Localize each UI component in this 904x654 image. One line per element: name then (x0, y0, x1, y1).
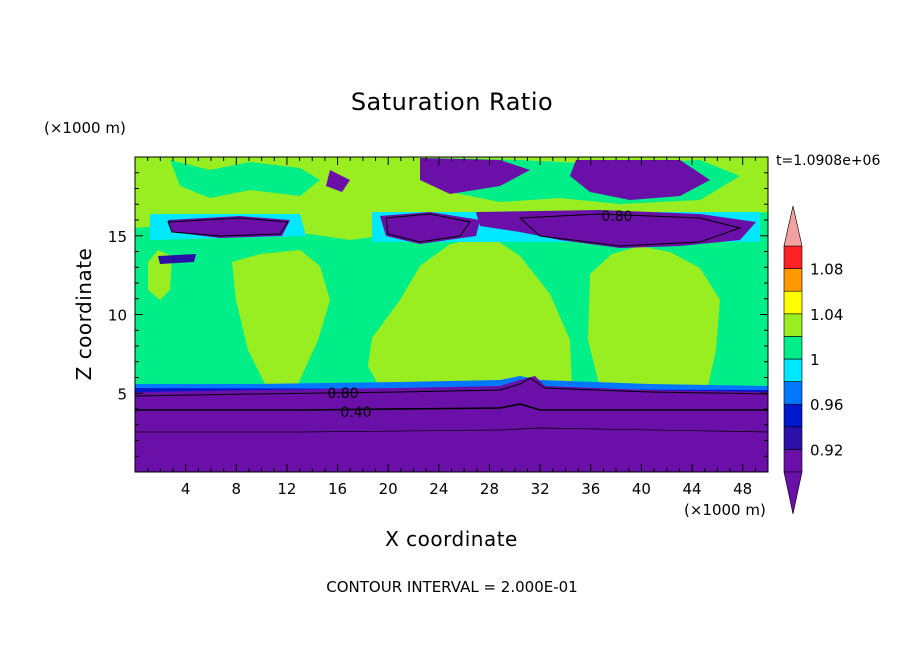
contour-label: 0.40 (340, 405, 371, 421)
colorbar-label: 0.92 (810, 441, 843, 459)
x-tick-label: 20 (379, 480, 398, 498)
y-tick-label: 10 (108, 307, 127, 325)
x-tick-label: 40 (632, 480, 651, 498)
contour-line (135, 427, 768, 433)
contour-label: 0.80 (327, 386, 358, 402)
colorbar-band (783, 268, 803, 292)
colorbar-band (783, 290, 803, 315)
contour-interval-note: CONTOUR INTERVAL = 2.000E-01 (326, 578, 578, 596)
x-tick-label: 12 (277, 480, 296, 498)
region-dry-patch (420, 158, 530, 194)
colorbar-max-triangle (783, 205, 803, 247)
colorbar-band (783, 426, 803, 450)
y-tick-label: 15 (108, 228, 127, 246)
contour-line (135, 377, 768, 397)
contour-line (385, 213, 471, 243)
region-upper-patch (170, 160, 320, 198)
contour-line (518, 213, 742, 247)
colorbar-band (783, 245, 803, 269)
colorbar-band (783, 313, 803, 337)
colorbar-band (783, 449, 803, 473)
region-cloud-column (232, 250, 330, 386)
region-dry-patch (158, 254, 196, 264)
colorbar-label: 1.08 (810, 261, 843, 279)
colorbar-band (783, 358, 803, 382)
y-tick-label: 5 (117, 385, 127, 403)
time-label: t=1.0908e+06 (776, 153, 881, 169)
colorbar-band (783, 381, 803, 405)
region-dry-patch (326, 170, 350, 192)
x-tick-label: 8 (232, 480, 242, 498)
colorbar-band (783, 403, 803, 428)
x-tick-label: 44 (682, 480, 701, 498)
colorbar-min-triangle (783, 471, 803, 515)
contour-line (167, 217, 289, 237)
contour-label: 0.80 (601, 209, 632, 225)
x-tick-label: 24 (429, 480, 448, 498)
contour-line (135, 403, 768, 411)
region-cloud-column (368, 236, 572, 388)
x-tick-label: 32 (531, 480, 550, 498)
colorbar-label: 1.04 (810, 306, 843, 324)
region-dry-patch (476, 210, 756, 248)
region-dry-patch (380, 212, 480, 244)
colorbar-band (783, 336, 803, 360)
region-dry-patch (168, 216, 290, 238)
y-axis-unit-label: (×1000 m) (44, 119, 126, 137)
region-dry-patch (570, 160, 710, 200)
region-dry-layer (135, 376, 768, 472)
chart-title: Saturation Ratio (350, 88, 554, 116)
region-cloud-column (588, 246, 720, 388)
x-tick-label: 4 (181, 480, 191, 498)
colorbar-label: 1 (810, 351, 820, 369)
colorbar-label: 0.96 (810, 396, 843, 414)
x-tick-label: 28 (480, 480, 499, 498)
x-tick-label: 48 (733, 480, 752, 498)
x-axis-label: X coordinate (385, 527, 518, 551)
x-tick-label: 36 (581, 480, 600, 498)
x-axis-unit-label: (×1000 m) (684, 501, 766, 519)
x-tick-label: 16 (328, 480, 347, 498)
